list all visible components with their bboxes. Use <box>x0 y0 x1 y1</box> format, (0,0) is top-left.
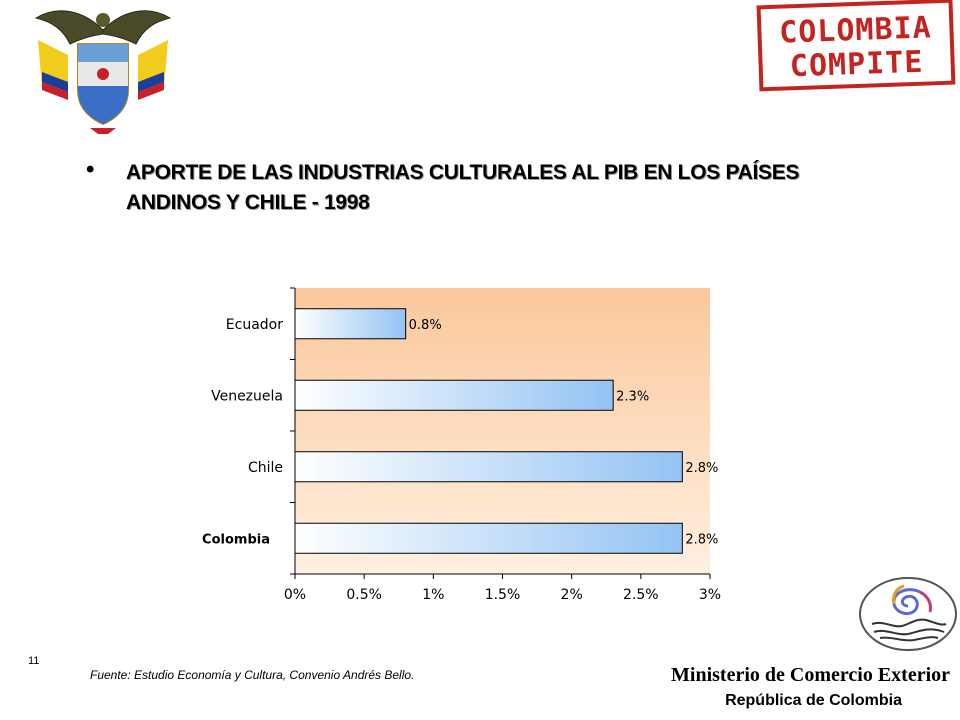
slide-number: 11 <box>28 655 40 667</box>
bar-venezuela <box>294 379 614 411</box>
x-tick-label: 2.5% <box>623 587 659 603</box>
data-label: 2.8% <box>685 532 718 547</box>
bar-chart: 0% 0.5% 1% 1.5% 2% 2.5% 3% Ecuador 0.8% Venezuela… <box>202 287 721 603</box>
bar-ecuador <box>294 308 407 340</box>
category-label: Colombia <box>202 532 270 547</box>
ministry-name: Ministerio de Comercio Exterior <box>671 664 950 686</box>
category-label: Chile <box>248 460 283 476</box>
x-tick-label: 1% <box>422 587 444 603</box>
data-label: 2.3% <box>616 389 649 404</box>
svg-text:COLOMBIA: COLOMBIA <box>779 10 933 50</box>
title-bullet: • <box>86 156 95 183</box>
slide-title: APORTE DE LAS INDUSTRIAS CULTURALES AL P… <box>126 158 886 218</box>
colombia-compite-stamp-logo: COLOMBIA COMPITE <box>756 0 956 92</box>
svg-text:COMPITE: COMPITE <box>789 45 924 85</box>
coat-of-arms-logo <box>34 10 172 134</box>
handshake-spiral-logo <box>859 577 957 651</box>
x-tick-label: 0% <box>284 587 306 603</box>
slide-title-line-2: ANDINOS Y CHILE - 1998 <box>126 191 370 214</box>
data-label: 0.8% <box>409 318 442 333</box>
x-tick-label: 1.5% <box>485 587 521 603</box>
x-tick-label: 3% <box>699 587 721 603</box>
x-tick-label: 2% <box>561 587 583 603</box>
category-label: Ecuador <box>226 317 283 333</box>
bar-chile <box>294 451 683 483</box>
data-label: 2.8% <box>685 461 718 476</box>
source-note: Fuente: Estudio Economía y Cultura, Conv… <box>90 668 415 682</box>
category-label: Venezuela <box>211 388 283 404</box>
country-name: República de Colombia <box>725 692 902 709</box>
x-tick-label: 0.5% <box>346 587 382 603</box>
bar-colombia <box>294 522 683 554</box>
slide-title-line-1: APORTE DE LAS INDUSTRIAS CULTURALES AL P… <box>126 161 800 184</box>
